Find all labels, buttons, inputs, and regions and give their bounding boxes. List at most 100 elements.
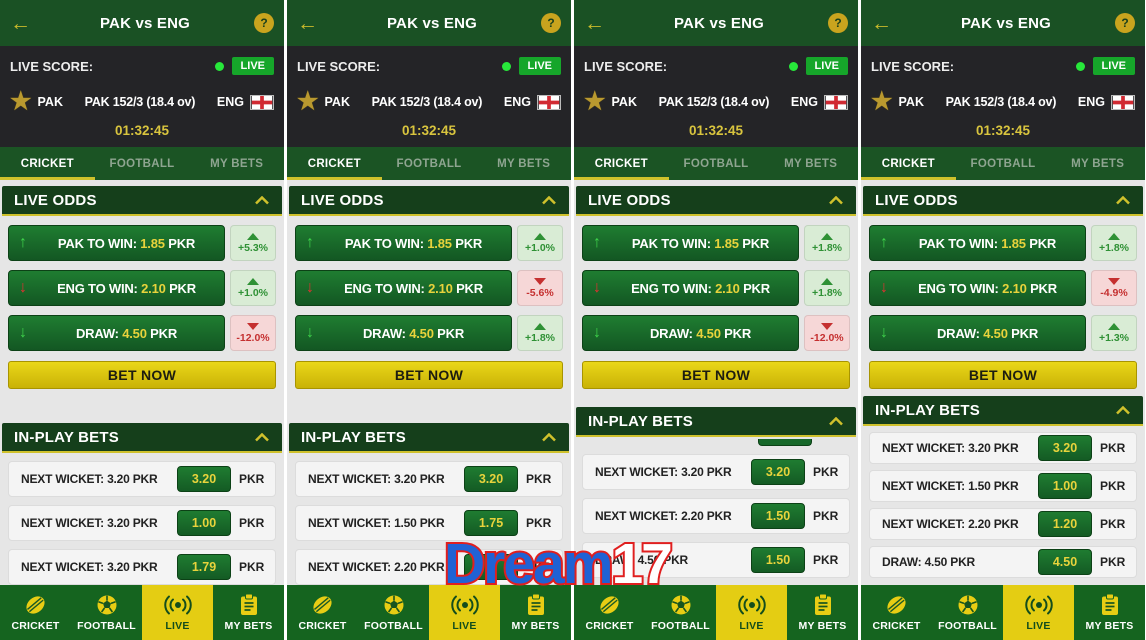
live-odds-header[interactable]: LIVE ODDS [863, 186, 1143, 216]
tab-cricket[interactable]: CRICKET [594, 157, 648, 170]
tab-football[interactable]: FOOTBALL [396, 157, 462, 170]
bet-now-button[interactable]: BET NOW [582, 361, 850, 389]
nav-item-cricket[interactable]: CRICKET [287, 585, 358, 640]
my-bets-clipboard-icon [813, 593, 833, 617]
nav-item-cricket[interactable]: CRICKET [0, 585, 71, 640]
tab-football[interactable]: FOOTBALL [109, 157, 175, 170]
help-icon[interactable]: ? [828, 13, 848, 33]
live-score-label: LIVE SCORE: [10, 58, 94, 74]
nav-item-label: FOOTBALL [364, 620, 423, 632]
nav-item-my-bets[interactable]: MY BETS [213, 585, 284, 640]
odds-button[interactable]: ↑ PAK TO WIN: 1.85 PKR [582, 225, 799, 261]
nav-item-my-bets[interactable]: MY BETS [500, 585, 571, 640]
odds-button[interactable]: ↓ DRAW: 4.50 PKR [582, 315, 799, 351]
nav-item-my-bets[interactable]: MY BETS [787, 585, 858, 640]
live-odds-title: LIVE ODDS [875, 191, 958, 209]
nav-item-football[interactable]: FOOTBALL [645, 585, 716, 640]
nav-item-football[interactable]: FOOTBALL [71, 585, 142, 640]
in-play-rows: NEXT WICKET: 3.20 PKR 3.20 PKR NEXT WICK… [574, 454, 858, 578]
back-arrow-icon[interactable]: ← [584, 11, 605, 35]
in-play-bet-row[interactable]: NEXT WICKET: 3.20 PKR 1.79 PKR [8, 549, 276, 585]
help-icon[interactable]: ? [541, 13, 561, 33]
in-play-bets-header[interactable]: IN-PLAY BETS [576, 407, 856, 437]
odds-currency: PKR [437, 325, 465, 341]
live-odds-header[interactable]: LIVE ODDS [2, 186, 282, 216]
odds-button[interactable]: ↑ PAK TO WIN: 1.85 PKR [869, 225, 1086, 261]
in-play-bet-row[interactable]: NEXT WICKET: 3.20 PKR 1.00 PKR [8, 505, 276, 541]
in-play-bet-row[interactable]: NEXT WICKET: 3.20 PKR 3.20 PKR [8, 461, 276, 497]
live-broadcast-icon [737, 593, 767, 617]
nav-item-label: MY BETS [798, 620, 847, 632]
in-play-bets-header[interactable]: IN-PLAY BETS [863, 396, 1143, 426]
odds-button[interactable]: ↓ DRAW: 4.50 PKR [295, 315, 512, 351]
bet-now-button[interactable]: BET NOW [8, 361, 276, 389]
back-arrow-icon[interactable]: ← [871, 11, 892, 35]
odds-currency: PKR [743, 280, 770, 296]
nav-item-live[interactable]: LIVE [716, 585, 787, 640]
in-play-section: IN-PLAY BETS NEXT WICKET: 3.20 PKR 3.20 … [574, 407, 858, 578]
live-odds-rows: ↑ PAK TO WIN: 1.85 PKR +5.3% ↓ ENG TO WI… [0, 225, 284, 351]
live-odds-header[interactable]: LIVE ODDS [289, 186, 569, 216]
odds-change-percent: +1.8% [524, 331, 556, 344]
odds-button[interactable]: ↓ DRAW: 4.50 PKR [869, 315, 1086, 351]
in-play-bet-row[interactable]: DRAW: 4.50 PKR 1.50 PKR [582, 542, 850, 578]
bet-now-button[interactable]: BET NOW [295, 361, 563, 389]
odds-button[interactable]: ↑ PAK TO WIN: 1.85 PKR [8, 225, 225, 261]
help-icon[interactable]: ? [254, 13, 274, 33]
odds-button[interactable]: ↑ PAK TO WIN: 1.85 PKR [295, 225, 512, 261]
live-odds-header[interactable]: LIVE ODDS [576, 186, 856, 216]
odds-button[interactable]: ↓ ENG TO WIN: 2.10 PKR [582, 270, 799, 306]
nav-item-live[interactable]: LIVE [1003, 585, 1074, 640]
score-text: PAK 152/3 (18.4 ov) [84, 95, 196, 109]
chevron-up-icon [1116, 405, 1130, 414]
odds-label: ENG TO WIN: [57, 280, 138, 296]
nav-item-cricket[interactable]: CRICKET [861, 585, 932, 640]
odds-button[interactable]: ↓ DRAW: 4.50 PKR [8, 315, 225, 351]
nav-item-football[interactable]: FOOTBALL [358, 585, 429, 640]
in-play-bet-row[interactable]: NEXT WICKET: 2.20 PKR 1.50 PKR [582, 498, 850, 534]
in-play-bet-row[interactable]: NEXT WICKET: 3.20 PKR 3.20 PKR [295, 461, 563, 497]
nav-item-my-bets[interactable]: MY BETS [1074, 585, 1145, 640]
home-team-name: PAK [611, 95, 637, 109]
in-play-bet-row[interactable]: NEXT WICKET: 2.20 PKR PKR [295, 549, 563, 585]
nav-item-football[interactable]: FOOTBALL [932, 585, 1003, 640]
bet-now-button[interactable]: BET NOW [869, 361, 1137, 389]
live-dot-icon [1075, 61, 1085, 71]
in-play-bet-row[interactable]: NEXT WICKET: 1.50 PKR 1.00 PKR [869, 470, 1137, 502]
nav-item-live[interactable]: LIVE [429, 585, 500, 640]
odds-button[interactable]: ↓ ENG TO WIN: 2.10 PKR [295, 270, 512, 306]
in-play-bets-header[interactable]: IN-PLAY BETS [2, 423, 282, 453]
in-play-bet-row[interactable]: NEXT WICKET: 3.20 PKR 3.20 PKR [582, 454, 850, 490]
nav-item-cricket[interactable]: CRICKET [574, 585, 645, 640]
bet-currency: PKR [239, 516, 265, 530]
nav-item-live[interactable]: LIVE [142, 585, 213, 640]
back-arrow-icon[interactable]: ← [297, 11, 318, 35]
odds-row: ↓ ENG TO WIN: 2.10 PKR -5.6% [295, 270, 563, 306]
in-play-bet-row[interactable]: DRAW: 4.50 PKR 4.50 PKR [869, 546, 1137, 578]
live-odds-rows: ↑ PAK TO WIN: 1.85 PKR +1.8% ↓ ENG TO WI… [574, 225, 858, 351]
change-down-icon [1108, 277, 1120, 285]
in-play-bet-row[interactable]: NEXT WICKET: 2.20 PKR 1.20 PKR [869, 508, 1137, 540]
chevron-up-icon [1116, 195, 1130, 204]
tab-football[interactable]: FOOTBALL [683, 157, 749, 170]
in-play-bet-row[interactable]: NEXT WICKET: 3.20 PKR 3.20 PKR [869, 432, 1137, 464]
bottom-nav: CRICKET FOOTBALL LIVE MY BETS [574, 585, 858, 640]
odds-button[interactable]: ↓ ENG TO WIN: 2.10 PKR [869, 270, 1086, 306]
tab-my-bets[interactable]: MY BETS [784, 157, 838, 170]
back-arrow-icon[interactable]: ← [10, 11, 31, 35]
odds-button[interactable]: ↓ ENG TO WIN: 2.10 PKR [8, 270, 225, 306]
help-icon[interactable]: ? [1115, 13, 1135, 33]
tab-my-bets[interactable]: MY BETS [210, 157, 264, 170]
tab-football[interactable]: FOOTBALL [970, 157, 1036, 170]
in-play-bets-header[interactable]: IN-PLAY BETS [289, 423, 569, 453]
tab-my-bets[interactable]: MY BETS [497, 157, 551, 170]
trend-down-icon: ↓ [593, 279, 601, 296]
tab-cricket[interactable]: CRICKET [307, 157, 361, 170]
tab-cricket[interactable]: CRICKET [881, 157, 935, 170]
nav-item-label: CRICKET [585, 620, 634, 632]
tab-cricket[interactable]: CRICKET [20, 157, 74, 170]
tab-my-bets[interactable]: MY BETS [1071, 157, 1125, 170]
in-play-bet-row[interactable]: NEXT WICKET: 1.50 PKR 1.75 PKR [295, 505, 563, 541]
odds-row: ↓ DRAW: 4.50 PKR +1.3% [869, 315, 1137, 351]
